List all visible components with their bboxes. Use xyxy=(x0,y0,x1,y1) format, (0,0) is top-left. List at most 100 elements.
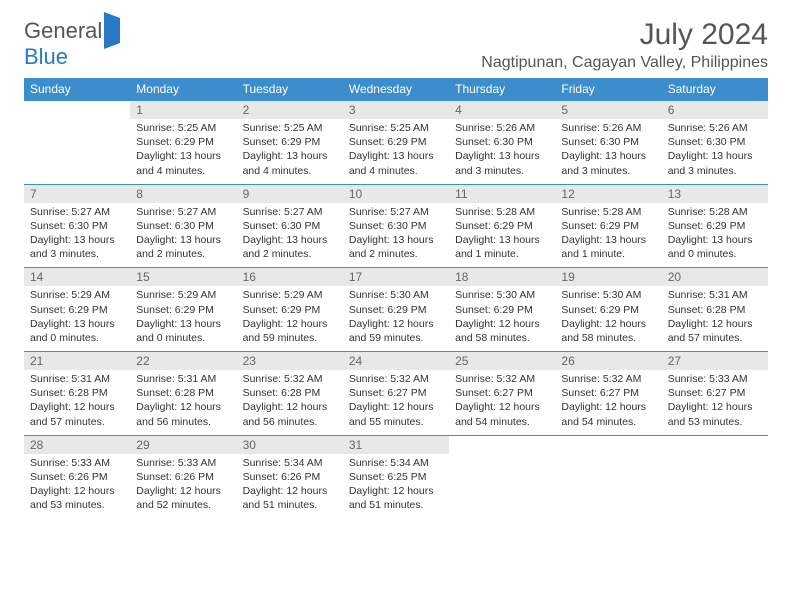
day-number: 11 xyxy=(449,185,555,203)
page-title: July 2024 xyxy=(481,18,768,52)
calendar-row: 14Sunrise: 5:29 AMSunset: 6:29 PMDayligh… xyxy=(24,268,768,352)
calendar-cell: 4Sunrise: 5:26 AMSunset: 6:30 PMDaylight… xyxy=(449,101,555,185)
calendar-row: 21Sunrise: 5:31 AMSunset: 6:28 PMDayligh… xyxy=(24,352,768,436)
day-details: Sunrise: 5:26 AMSunset: 6:30 PMDaylight:… xyxy=(449,119,555,184)
calendar-cell: 9Sunrise: 5:27 AMSunset: 6:30 PMDaylight… xyxy=(237,184,343,268)
day-number: 21 xyxy=(24,352,130,370)
logo-word1: General xyxy=(24,18,102,43)
day-details: Sunrise: 5:30 AMSunset: 6:29 PMDaylight:… xyxy=(555,286,661,351)
calendar-cell: 5Sunrise: 5:26 AMSunset: 6:30 PMDaylight… xyxy=(555,101,661,185)
day-details: Sunrise: 5:28 AMSunset: 6:29 PMDaylight:… xyxy=(449,203,555,268)
day-number: 23 xyxy=(237,352,343,370)
day-number: 22 xyxy=(130,352,236,370)
day-details: Sunrise: 5:27 AMSunset: 6:30 PMDaylight:… xyxy=(24,203,130,268)
day-details: Sunrise: 5:32 AMSunset: 6:27 PMDaylight:… xyxy=(343,370,449,435)
weekday-header: Friday xyxy=(555,78,661,101)
day-number: 15 xyxy=(130,268,236,286)
day-details: Sunrise: 5:32 AMSunset: 6:27 PMDaylight:… xyxy=(449,370,555,435)
calendar-cell xyxy=(662,435,768,518)
calendar-head: SundayMondayTuesdayWednesdayThursdayFrid… xyxy=(24,78,768,101)
calendar-body: 1Sunrise: 5:25 AMSunset: 6:29 PMDaylight… xyxy=(24,101,768,519)
calendar-cell: 21Sunrise: 5:31 AMSunset: 6:28 PMDayligh… xyxy=(24,352,130,436)
calendar-row: 7Sunrise: 5:27 AMSunset: 6:30 PMDaylight… xyxy=(24,184,768,268)
calendar-cell: 10Sunrise: 5:27 AMSunset: 6:30 PMDayligh… xyxy=(343,184,449,268)
calendar-cell: 19Sunrise: 5:30 AMSunset: 6:29 PMDayligh… xyxy=(555,268,661,352)
day-details: Sunrise: 5:29 AMSunset: 6:29 PMDaylight:… xyxy=(130,286,236,351)
calendar-table: SundayMondayTuesdayWednesdayThursdayFrid… xyxy=(24,78,768,518)
day-number: 28 xyxy=(24,436,130,454)
header: General Blue July 2024 Nagtipunan, Cagay… xyxy=(24,18,768,72)
day-number: 14 xyxy=(24,268,130,286)
day-details: Sunrise: 5:31 AMSunset: 6:28 PMDaylight:… xyxy=(662,286,768,351)
calendar-cell: 17Sunrise: 5:30 AMSunset: 6:29 PMDayligh… xyxy=(343,268,449,352)
calendar-cell: 20Sunrise: 5:31 AMSunset: 6:28 PMDayligh… xyxy=(662,268,768,352)
day-number: 7 xyxy=(24,185,130,203)
day-number: 4 xyxy=(449,101,555,119)
day-number: 18 xyxy=(449,268,555,286)
day-number: 25 xyxy=(449,352,555,370)
day-details: Sunrise: 5:28 AMSunset: 6:29 PMDaylight:… xyxy=(662,203,768,268)
calendar-cell: 1Sunrise: 5:25 AMSunset: 6:29 PMDaylight… xyxy=(130,101,236,185)
day-number: 16 xyxy=(237,268,343,286)
day-number: 27 xyxy=(662,352,768,370)
calendar-cell: 27Sunrise: 5:33 AMSunset: 6:27 PMDayligh… xyxy=(662,352,768,436)
day-number: 30 xyxy=(237,436,343,454)
weekday-header: Sunday xyxy=(24,78,130,101)
calendar-cell: 25Sunrise: 5:32 AMSunset: 6:27 PMDayligh… xyxy=(449,352,555,436)
weekday-header: Thursday xyxy=(449,78,555,101)
day-details: Sunrise: 5:25 AMSunset: 6:29 PMDaylight:… xyxy=(130,119,236,184)
calendar-cell xyxy=(24,101,130,185)
calendar-cell: 30Sunrise: 5:34 AMSunset: 6:26 PMDayligh… xyxy=(237,435,343,518)
calendar-cell: 8Sunrise: 5:27 AMSunset: 6:30 PMDaylight… xyxy=(130,184,236,268)
calendar-row: 28Sunrise: 5:33 AMSunset: 6:26 PMDayligh… xyxy=(24,435,768,518)
weekday-header: Wednesday xyxy=(343,78,449,101)
day-number: 9 xyxy=(237,185,343,203)
day-details: Sunrise: 5:30 AMSunset: 6:29 PMDaylight:… xyxy=(343,286,449,351)
calendar-cell: 28Sunrise: 5:33 AMSunset: 6:26 PMDayligh… xyxy=(24,435,130,518)
day-number: 29 xyxy=(130,436,236,454)
calendar-cell: 12Sunrise: 5:28 AMSunset: 6:29 PMDayligh… xyxy=(555,184,661,268)
title-block: July 2024 Nagtipunan, Cagayan Valley, Ph… xyxy=(481,18,768,72)
day-number: 19 xyxy=(555,268,661,286)
calendar-cell: 6Sunrise: 5:26 AMSunset: 6:30 PMDaylight… xyxy=(662,101,768,185)
day-number: 3 xyxy=(343,101,449,119)
day-details: Sunrise: 5:25 AMSunset: 6:29 PMDaylight:… xyxy=(237,119,343,184)
day-details: Sunrise: 5:33 AMSunset: 6:27 PMDaylight:… xyxy=(662,370,768,435)
day-details: Sunrise: 5:33 AMSunset: 6:26 PMDaylight:… xyxy=(24,454,130,519)
calendar-cell: 15Sunrise: 5:29 AMSunset: 6:29 PMDayligh… xyxy=(130,268,236,352)
day-number: 24 xyxy=(343,352,449,370)
day-details: Sunrise: 5:34 AMSunset: 6:26 PMDaylight:… xyxy=(237,454,343,519)
calendar-cell: 26Sunrise: 5:32 AMSunset: 6:27 PMDayligh… xyxy=(555,352,661,436)
logo: General Blue xyxy=(24,18,120,70)
day-number: 12 xyxy=(555,185,661,203)
day-number: 2 xyxy=(237,101,343,119)
day-details: Sunrise: 5:25 AMSunset: 6:29 PMDaylight:… xyxy=(343,119,449,184)
day-details: Sunrise: 5:30 AMSunset: 6:29 PMDaylight:… xyxy=(449,286,555,351)
day-details: Sunrise: 5:26 AMSunset: 6:30 PMDaylight:… xyxy=(555,119,661,184)
calendar-cell: 7Sunrise: 5:27 AMSunset: 6:30 PMDaylight… xyxy=(24,184,130,268)
calendar-cell: 18Sunrise: 5:30 AMSunset: 6:29 PMDayligh… xyxy=(449,268,555,352)
day-details: Sunrise: 5:31 AMSunset: 6:28 PMDaylight:… xyxy=(24,370,130,435)
logo-text: General Blue xyxy=(24,18,120,70)
logo-word2: Blue xyxy=(24,44,68,69)
calendar-page: General Blue July 2024 Nagtipunan, Cagay… xyxy=(0,0,792,536)
day-number: 10 xyxy=(343,185,449,203)
calendar-cell: 3Sunrise: 5:25 AMSunset: 6:29 PMDaylight… xyxy=(343,101,449,185)
day-details: Sunrise: 5:29 AMSunset: 6:29 PMDaylight:… xyxy=(237,286,343,351)
calendar-cell: 14Sunrise: 5:29 AMSunset: 6:29 PMDayligh… xyxy=(24,268,130,352)
calendar-cell: 2Sunrise: 5:25 AMSunset: 6:29 PMDaylight… xyxy=(237,101,343,185)
calendar-cell: 24Sunrise: 5:32 AMSunset: 6:27 PMDayligh… xyxy=(343,352,449,436)
day-details: Sunrise: 5:32 AMSunset: 6:27 PMDaylight:… xyxy=(555,370,661,435)
calendar-cell: 13Sunrise: 5:28 AMSunset: 6:29 PMDayligh… xyxy=(662,184,768,268)
day-details: Sunrise: 5:29 AMSunset: 6:29 PMDaylight:… xyxy=(24,286,130,351)
calendar-cell: 22Sunrise: 5:31 AMSunset: 6:28 PMDayligh… xyxy=(130,352,236,436)
calendar-cell: 29Sunrise: 5:33 AMSunset: 6:26 PMDayligh… xyxy=(130,435,236,518)
calendar-cell xyxy=(555,435,661,518)
day-details: Sunrise: 5:26 AMSunset: 6:30 PMDaylight:… xyxy=(662,119,768,184)
calendar-row: 1Sunrise: 5:25 AMSunset: 6:29 PMDaylight… xyxy=(24,101,768,185)
logo-triangle-icon xyxy=(104,12,120,49)
day-number: 26 xyxy=(555,352,661,370)
day-details: Sunrise: 5:27 AMSunset: 6:30 PMDaylight:… xyxy=(130,203,236,268)
calendar-cell: 16Sunrise: 5:29 AMSunset: 6:29 PMDayligh… xyxy=(237,268,343,352)
weekday-row: SundayMondayTuesdayWednesdayThursdayFrid… xyxy=(24,78,768,101)
